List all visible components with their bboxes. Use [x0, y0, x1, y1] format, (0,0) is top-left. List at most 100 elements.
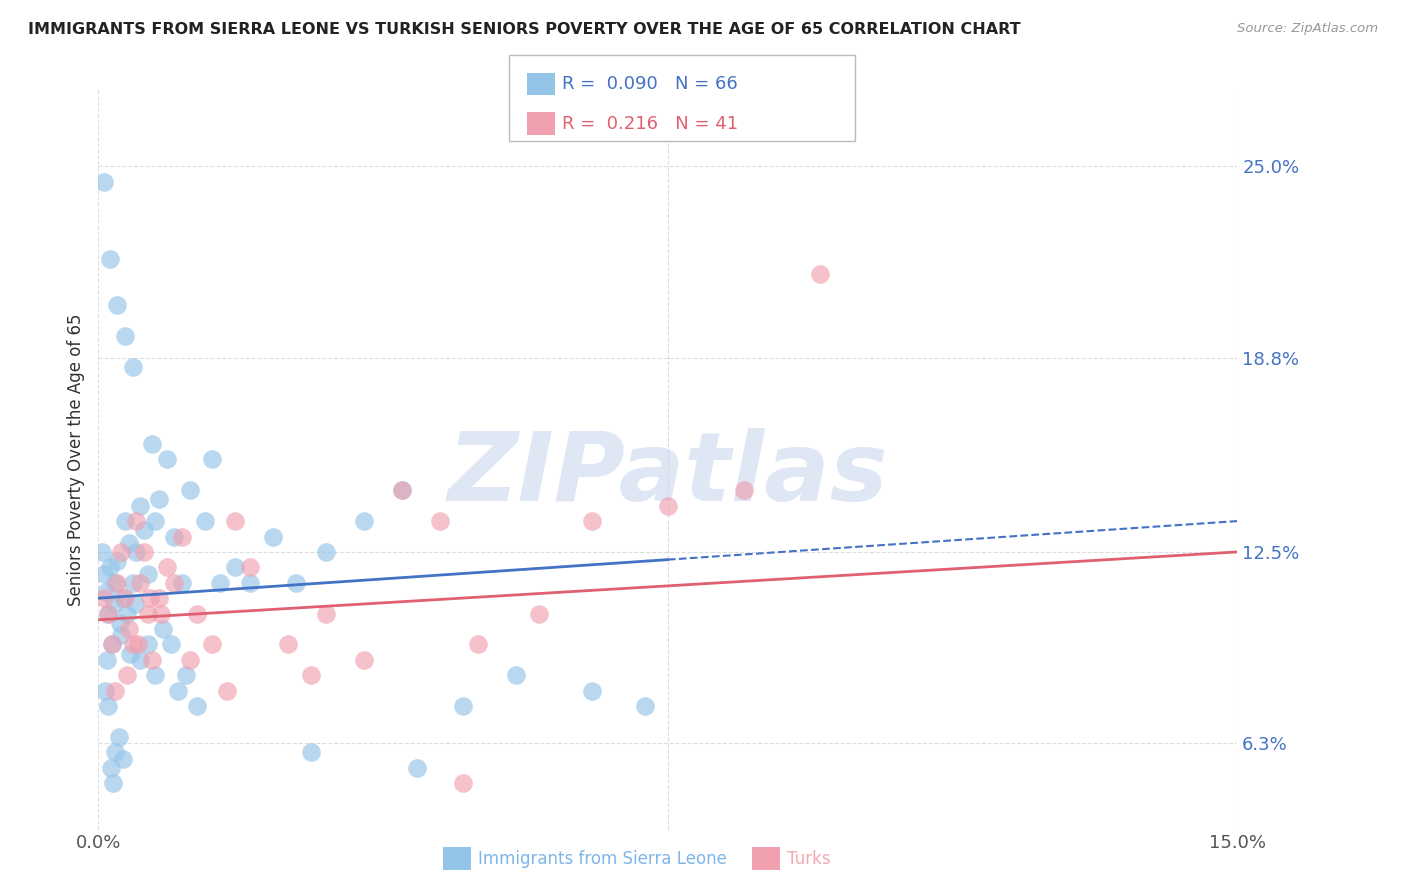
- Point: [132, 545, 155, 559]
- Point: [98, 560, 121, 574]
- Point: [103, 598, 125, 612]
- Point: [451, 776, 474, 790]
- Text: R =  0.216   N = 41: R = 0.216 N = 41: [562, 115, 738, 133]
- Point: [125, 545, 148, 559]
- Point: [353, 514, 375, 528]
- Point: [159, 637, 181, 651]
- Point: [104, 575, 127, 590]
- Point: [733, 483, 755, 498]
- Point: [145, 668, 167, 682]
- Point: [467, 637, 489, 651]
- Point: [156, 560, 179, 574]
- Point: [107, 575, 129, 590]
- Point: [179, 483, 201, 498]
- Text: Immigrants from Sierra Leone: Immigrants from Sierra Leone: [478, 850, 727, 868]
- Point: [194, 514, 217, 528]
- Point: [315, 607, 337, 621]
- Point: [224, 514, 246, 528]
- Point: [121, 575, 143, 590]
- Point: [145, 514, 167, 528]
- Point: [97, 699, 120, 714]
- Point: [174, 668, 197, 682]
- Point: [353, 653, 375, 667]
- Point: [581, 683, 603, 698]
- Point: [110, 545, 132, 559]
- Text: Turks: Turks: [787, 850, 831, 868]
- Text: ZIPatlas: ZIPatlas: [447, 427, 889, 521]
- Point: [96, 607, 118, 621]
- Point: [152, 622, 174, 636]
- Point: [163, 529, 186, 543]
- Point: [527, 607, 550, 621]
- Point: [108, 615, 131, 630]
- Point: [100, 761, 122, 775]
- Point: [139, 591, 162, 606]
- Point: [141, 653, 163, 667]
- Point: [391, 483, 413, 498]
- Point: [93, 591, 115, 606]
- Point: [101, 776, 124, 790]
- Point: [98, 252, 121, 266]
- Point: [167, 683, 190, 698]
- Point: [429, 514, 451, 528]
- Point: [104, 683, 127, 698]
- Text: R =  0.090   N = 66: R = 0.090 N = 66: [562, 76, 738, 94]
- Point: [239, 575, 262, 590]
- Point: [451, 699, 474, 714]
- Point: [96, 607, 118, 621]
- Point: [129, 653, 152, 667]
- Point: [124, 598, 146, 612]
- Point: [114, 514, 136, 528]
- Point: [110, 628, 132, 642]
- Point: [127, 637, 149, 651]
- Point: [581, 514, 603, 528]
- Point: [179, 653, 201, 667]
- Point: [94, 683, 117, 698]
- Point: [186, 607, 208, 621]
- Point: [125, 514, 148, 528]
- Point: [117, 607, 139, 621]
- Point: [170, 575, 193, 590]
- Point: [657, 499, 679, 513]
- Point: [120, 647, 142, 661]
- Point: [201, 452, 224, 467]
- Point: [170, 529, 193, 543]
- Point: [634, 699, 657, 714]
- Point: [201, 637, 224, 651]
- Point: [239, 560, 262, 574]
- Point: [96, 653, 118, 667]
- Point: [217, 683, 239, 698]
- Point: [111, 591, 134, 606]
- Point: [114, 329, 136, 343]
- Point: [121, 637, 143, 651]
- Point: [93, 566, 115, 581]
- Point: [136, 637, 159, 651]
- Point: [148, 591, 170, 606]
- Point: [808, 268, 831, 282]
- Point: [101, 637, 124, 651]
- Point: [132, 524, 155, 538]
- Point: [118, 535, 141, 549]
- Point: [136, 607, 159, 621]
- Point: [107, 298, 129, 312]
- Point: [107, 554, 129, 568]
- Point: [505, 668, 527, 682]
- Point: [104, 746, 127, 760]
- Point: [101, 637, 124, 651]
- Point: [284, 575, 307, 590]
- Point: [129, 499, 152, 513]
- Point: [114, 591, 136, 606]
- Y-axis label: Seniors Poverty Over the Age of 65: Seniors Poverty Over the Age of 65: [66, 313, 84, 606]
- Point: [406, 761, 429, 775]
- Text: IMMIGRANTS FROM SIERRA LEONE VS TURKISH SENIORS POVERTY OVER THE AGE OF 65 CORRE: IMMIGRANTS FROM SIERRA LEONE VS TURKISH …: [28, 22, 1021, 37]
- Point: [118, 622, 141, 636]
- Point: [94, 585, 117, 599]
- Point: [136, 566, 159, 581]
- Point: [163, 575, 186, 590]
- Point: [391, 483, 413, 498]
- Point: [149, 607, 172, 621]
- Point: [299, 746, 322, 760]
- Point: [299, 668, 322, 682]
- Point: [208, 575, 231, 590]
- Point: [262, 529, 284, 543]
